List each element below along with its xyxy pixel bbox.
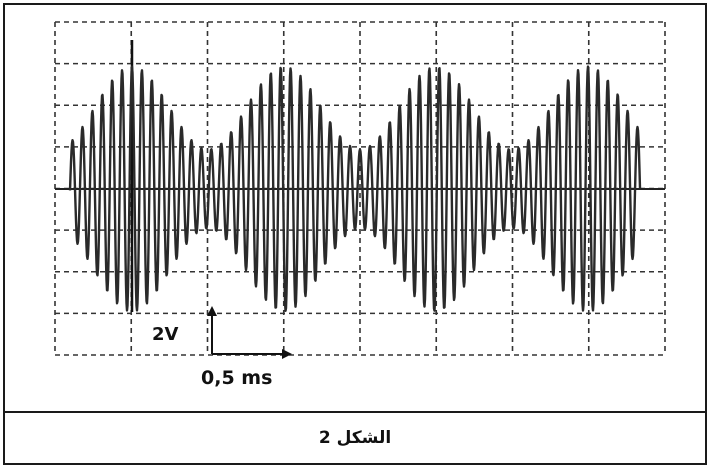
- modulated-signal-trace: [68, 65, 642, 312]
- oscilloscope-screen: 2V 0,5 ms: [54, 21, 666, 389]
- vertical-arrowhead: [207, 306, 217, 316]
- caption-divider: [3, 411, 707, 413]
- figure-caption: الشكل 2: [3, 413, 707, 463]
- horizontal-arrowhead: [282, 349, 292, 359]
- caption-text: الشكل 2: [318, 428, 392, 448]
- horizontal-scale-label: 0,5 ms: [201, 367, 272, 389]
- scale-indicator: 2V 0,5 ms: [152, 306, 292, 389]
- vertical-scale-label: 2V: [152, 324, 179, 345]
